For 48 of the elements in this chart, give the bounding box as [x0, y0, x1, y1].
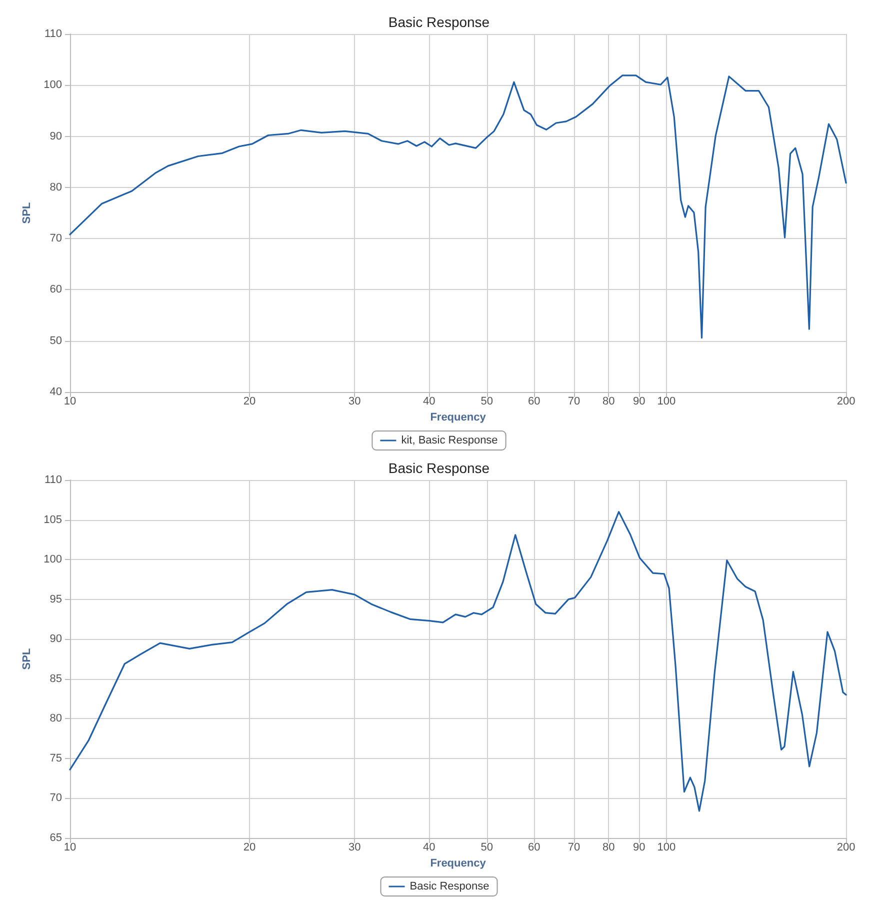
chart-title: Basic Response: [388, 460, 490, 476]
y-tick-label: 110: [44, 28, 62, 40]
y-tick-label: 95: [50, 593, 62, 606]
x-tick-label: 30: [348, 842, 361, 854]
x-tick-label: 200: [836, 842, 856, 854]
y-axis-title: SPL: [21, 648, 34, 670]
x-tick-label: 40: [422, 842, 436, 854]
y-tick-label: 50: [50, 334, 62, 347]
x-tick-label: 100: [657, 396, 676, 408]
y-axis-title: SPL: [21, 202, 34, 224]
x-tick-label: 70: [568, 396, 580, 408]
x-axis-title: Frequency: [430, 411, 487, 424]
legend-label: kit, Basic Response: [401, 434, 498, 446]
x-tick-label: 10: [64, 842, 76, 854]
y-tick-label: 100: [44, 554, 62, 566]
x-tick-label: 10: [64, 396, 76, 408]
y-tick-label: 110: [44, 474, 62, 486]
legend-label: Basic Response: [410, 880, 490, 892]
y-tick-label: 70: [50, 792, 62, 804]
x-tick-label: 90: [633, 842, 646, 854]
y-tick-label: 85: [50, 672, 62, 685]
y-tick-label: 75: [50, 752, 62, 764]
x-tick-label: 30: [348, 396, 361, 408]
x-tick-label: 80: [602, 842, 615, 854]
x-tick-label: 70: [568, 842, 580, 854]
y-tick-label: 60: [50, 284, 62, 296]
x-tick-label: 40: [422, 396, 436, 408]
x-axis-title: Frequency: [430, 857, 487, 870]
x-tick-label: 100: [657, 842, 676, 854]
x-tick-label: 60: [528, 842, 540, 854]
x-tick-label: 60: [528, 396, 540, 408]
y-tick-label: 100: [44, 79, 62, 92]
y-tick-label: 90: [50, 633, 62, 646]
x-tick-label: 200: [836, 396, 856, 408]
chart-title: Basic Response: [388, 14, 490, 30]
x-tick-label: 50: [480, 396, 494, 408]
x-tick-label: 90: [633, 396, 646, 408]
y-tick-label: 65: [50, 832, 62, 844]
x-tick-label: 50: [480, 842, 494, 854]
y-tick-label: 40: [50, 386, 62, 398]
y-tick-label: 70: [50, 232, 62, 245]
y-tick-label: 90: [50, 130, 62, 142]
x-tick-label: 20: [243, 842, 256, 854]
y-tick-label: 80: [50, 712, 62, 725]
x-tick-label: 20: [243, 396, 256, 408]
y-tick-label: 105: [44, 514, 62, 526]
y-tick-label: 80: [50, 181, 62, 194]
x-tick-label: 80: [602, 396, 615, 408]
